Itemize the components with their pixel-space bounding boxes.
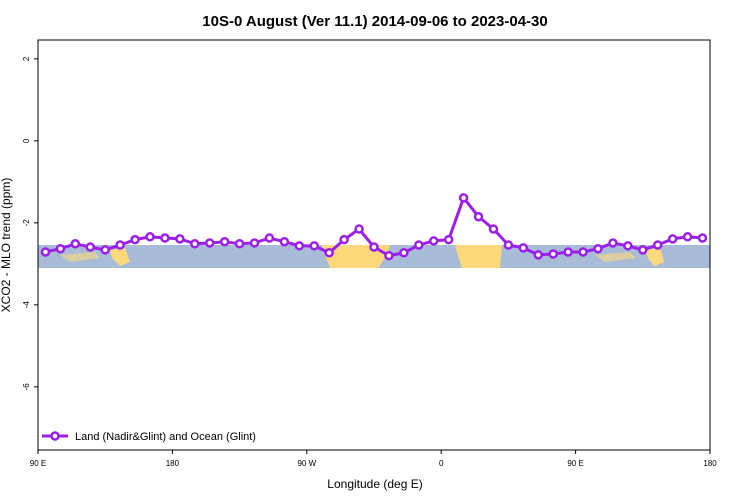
data-point <box>503 240 514 250</box>
legend-label: Land (Nadir&Glint) and Ocean (Glint) <box>75 431 256 443</box>
data-point <box>428 236 439 246</box>
data-point <box>145 232 155 242</box>
data-point <box>563 247 573 257</box>
data-point <box>518 243 529 253</box>
data-point <box>354 224 364 234</box>
data-point <box>130 234 140 245</box>
y-tick-label: -6 <box>22 383 31 391</box>
data-point <box>70 239 81 249</box>
data-point <box>667 234 678 244</box>
data-point <box>160 233 170 243</box>
land <box>455 245 502 268</box>
data-point <box>578 247 588 257</box>
data-point <box>115 240 125 250</box>
data-point <box>294 241 305 251</box>
data-point <box>339 234 349 245</box>
data-point <box>55 243 66 254</box>
land <box>645 248 664 266</box>
data-point <box>204 238 215 248</box>
x-tick-label: 180 <box>703 459 717 468</box>
data-point <box>623 241 633 251</box>
x-tick-label: 90 E <box>30 459 46 468</box>
y-tick-label: 2 <box>22 56 31 61</box>
data-point <box>100 245 110 255</box>
data-point <box>234 239 245 249</box>
y-axis-label: XCO2 - MLO trend (ppm) <box>0 178 13 313</box>
y-tick-label: 0 <box>22 138 31 143</box>
data-point <box>638 245 648 255</box>
data-point <box>85 242 96 252</box>
data-point <box>548 249 558 259</box>
data-point <box>443 234 454 245</box>
data-point <box>473 211 484 222</box>
data-point <box>682 232 693 242</box>
x-tick-label: 180 <box>166 459 180 468</box>
data-point <box>458 193 469 203</box>
data-point <box>249 238 260 248</box>
data-point <box>219 236 230 247</box>
land <box>60 252 100 262</box>
x-axis-label: Longitude (deg E) <box>327 477 422 491</box>
data-point <box>399 248 409 258</box>
data-point <box>533 250 544 260</box>
data-point <box>384 250 394 261</box>
x-tick-label: 0 <box>439 459 444 468</box>
data-point <box>593 243 603 254</box>
data-point <box>279 236 290 247</box>
data-point <box>40 247 51 257</box>
data-point <box>488 224 499 234</box>
data-point <box>652 240 663 250</box>
plot-frame <box>37 39 711 451</box>
data-point <box>190 239 200 249</box>
land <box>110 248 130 266</box>
legend-marker <box>50 431 60 441</box>
land <box>595 252 636 262</box>
data-point <box>264 233 275 243</box>
data-point <box>414 240 424 250</box>
y-tick-label: -4 <box>22 301 31 309</box>
data-point <box>369 242 379 252</box>
data-point <box>608 238 618 248</box>
data-point <box>324 248 334 258</box>
x-tick-label: 90 W <box>297 459 316 468</box>
chart-title: 10S-0 August (Ver 11.1) 2014-09-06 to 20… <box>202 13 547 30</box>
data-point <box>175 234 185 244</box>
data-point <box>309 241 320 251</box>
y-tick-label: -2 <box>22 219 31 227</box>
data-point <box>697 233 708 243</box>
x-tick-label: 90 E <box>567 459 583 468</box>
